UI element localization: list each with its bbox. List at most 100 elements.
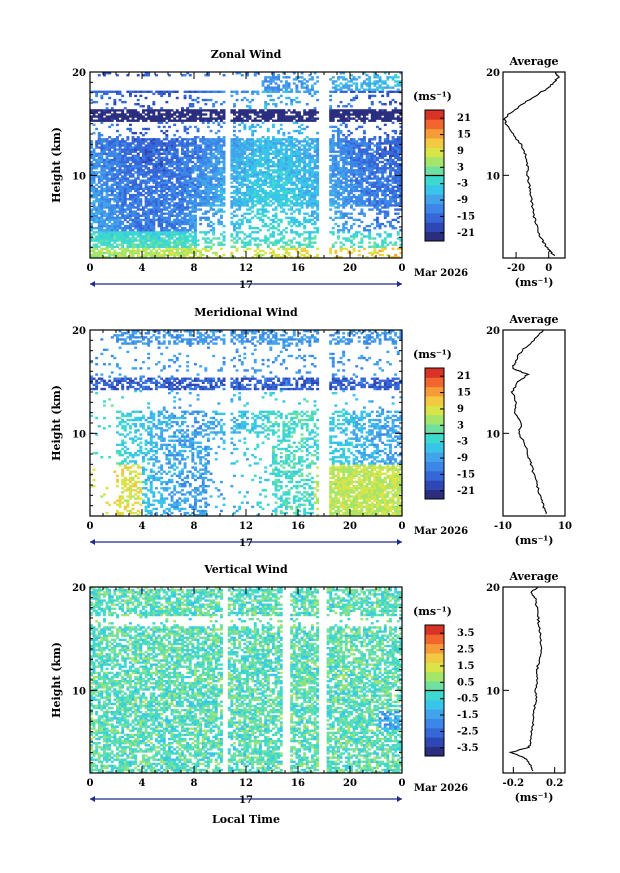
heatmap-cell [126,181,130,184]
heatmap-cell [103,165,106,168]
heatmap-cell [230,220,234,224]
heatmap-cell [97,245,101,248]
heatmap-cell [162,181,166,184]
heatmap-cell [272,86,275,89]
heatmap-cell [337,171,340,174]
heatmap-cell [305,179,309,182]
heatmap-cell [233,140,236,143]
heatmap-cell [222,152,226,155]
heatmap-cell [152,140,156,143]
heatmap-cell [142,105,145,108]
heatmap-cell [178,183,182,186]
heatmap-cell [214,144,218,147]
heatmap-cell [253,152,257,155]
heatmap-cell [261,146,265,149]
heatmap-cell [233,171,236,174]
heatmap-cell [149,204,153,207]
heatmap-cell [220,177,223,180]
heatmap-cell [207,142,210,145]
heatmap-cell [248,111,252,114]
heatmap-cell [277,167,281,170]
heatmap-cell [183,239,187,242]
heatmap-cell [152,191,156,195]
heatmap-cell [292,142,296,145]
heatmap-cell [134,206,138,209]
heatmap-cell [342,162,346,166]
heatmap-cell [248,181,252,184]
heatmap-cell [337,162,340,166]
heatmap-cell [123,158,127,162]
heatmap-cell [355,187,359,191]
heatmap-cell [173,206,177,209]
heatmap-cell [300,148,304,151]
heatmap-cell [170,222,174,226]
heatmap-cell [113,150,117,153]
heatmap-cell [295,140,299,143]
heatmap-cell [303,113,307,116]
heatmap-cell [261,84,265,87]
heatmap-cell [233,105,236,108]
heatmap-cell [105,158,109,162]
heatmap-cell [269,98,273,102]
heatmap-cell [329,78,333,81]
heatmap-cell [274,140,278,143]
heatmap-cell [191,181,195,184]
heatmap-cell [246,235,249,238]
heatmap-cell [183,235,187,238]
heatmap-cell [355,169,359,172]
heatmap-cell [243,115,247,118]
heatmap-cell [178,189,182,193]
heatmap-cell [329,169,333,172]
heatmap-cell [305,231,309,234]
heatmap-cell [103,152,106,155]
heatmap-cell [264,214,268,217]
heatmap-cell [121,193,125,197]
heatmap-cell [191,231,195,234]
heatmap-cell [183,227,187,230]
heatmap-cell [230,251,234,255]
heatmap-cell [110,167,114,170]
heatmap-cell [136,187,140,191]
heatmap-cell [272,169,275,172]
heatmap-cell [313,167,317,170]
heatmap-cell [170,249,174,253]
heatmap-cell [230,233,234,236]
heatmap-cell [97,117,101,120]
heatmap-cell [292,202,296,205]
heatmap-cell [116,245,119,248]
heatmap-cell [220,220,223,224]
heatmap-cell [149,224,153,228]
heatmap-cell [253,125,257,129]
heatmap-cell [175,241,179,244]
heatmap-cell [175,229,179,232]
heatmap-cell [248,140,252,143]
heatmap-cell [121,165,125,168]
heatmap-cell [277,111,281,114]
heatmap-cell [331,165,335,168]
heatmap-cell [308,109,312,112]
heatmap-cell [256,208,260,211]
heatmap-cell [162,138,166,141]
heatmap-cell [217,140,221,143]
heatmap-cell [285,88,288,91]
heatmap-cell [201,183,205,186]
heatmap-cell [110,187,114,191]
heatmap-cell [152,251,156,255]
heatmap-cell [175,177,179,180]
heatmap-cell [295,233,299,236]
heatmap-cell [248,247,252,251]
heatmap-cell [201,165,205,168]
heatmap-cell [110,142,114,145]
heatmap-cell [196,100,200,104]
heatmap-cell [188,216,192,220]
heatmap-cell [329,202,333,205]
heatmap-cell [92,173,96,176]
heatmap-cell [238,189,242,193]
heatmap-cell [97,171,101,174]
heatmap-cell [129,150,132,153]
heatmap-cell [222,187,226,191]
heatmap-cell [92,231,96,234]
heatmap-cell [162,189,166,193]
heatmap-cell [259,185,262,189]
heatmap-cell [347,169,351,172]
